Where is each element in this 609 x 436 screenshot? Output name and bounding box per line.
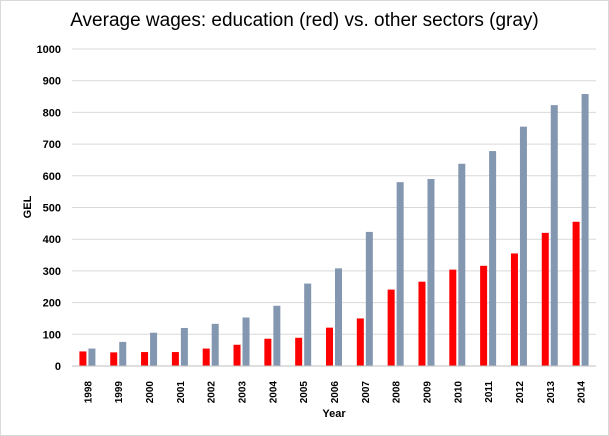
y-tick-label: 100 (43, 329, 61, 341)
y-tick-label: 900 (43, 76, 61, 88)
education-bar (387, 289, 395, 366)
other-sectors-bar (427, 178, 435, 366)
other-sectors-bar (119, 341, 127, 366)
education-bar (264, 338, 272, 366)
other-sectors-bar (458, 163, 466, 366)
x-tick-label: 2014 (577, 381, 588, 404)
y-tick-label: 300 (43, 266, 61, 278)
x-tick-label: 2011 (484, 381, 495, 403)
education-bar (510, 253, 518, 366)
chart-title: Average wages: education (red) vs. other… (70, 10, 539, 31)
y-tick-label: 700 (43, 139, 61, 151)
x-tick-label: 2003 (238, 381, 249, 404)
y-tick-label: 600 (43, 171, 61, 183)
other-sectors-bar (489, 151, 497, 366)
education-bar (326, 327, 333, 366)
other-sectors-bar (396, 182, 404, 366)
x-tick-label: 2000 (145, 381, 156, 404)
x-tick-label: 2013 (546, 381, 557, 404)
other-sectors-bar (550, 105, 558, 366)
x-tick-labels: 1998 1999 2000 2001 2002 2003 2004 2005 2006 2007… (83, 381, 587, 404)
x-tick-label: 2005 (299, 381, 310, 404)
y-tick-label: 1000 (37, 44, 61, 56)
x-tick-label: 2010 (453, 381, 464, 404)
education-bar (480, 265, 488, 366)
education-bar (202, 348, 210, 366)
other-sectors-bar (335, 268, 342, 366)
x-tick-label: 2004 (268, 381, 279, 404)
y-tick-label: 0 (55, 361, 61, 373)
x-tick-label: 2007 (361, 381, 372, 404)
x-axis-label: Year (322, 408, 346, 420)
education-bar (572, 221, 580, 366)
gridlines (72, 48, 596, 335)
other-sectors-bar (519, 126, 527, 366)
other-sectors-bar (273, 305, 281, 366)
y-axis-label: GEL (22, 195, 34, 218)
x-tick-label: 1999 (114, 381, 125, 404)
other-sectors-bar (304, 283, 312, 366)
education-bar (110, 352, 118, 366)
education-bar (171, 352, 179, 366)
education-bar (295, 337, 303, 366)
education-bar (449, 269, 457, 366)
education-bar (356, 318, 364, 366)
other-sectors-bar (150, 332, 158, 366)
other-sectors-bar (211, 323, 219, 366)
education-bar (418, 281, 426, 366)
education-bar (233, 344, 241, 366)
other-sectors-bar (88, 348, 96, 366)
x-tick-label: 1998 (83, 381, 94, 404)
education-bar (141, 352, 149, 366)
other-sectors-bar (365, 231, 373, 366)
x-tick-label: 2001 (176, 381, 187, 404)
education-bar (541, 232, 549, 366)
x-tick-label: 2008 (392, 381, 403, 404)
y-tick-label: 400 (43, 234, 61, 246)
other-sectors-bar (180, 327, 188, 366)
bars (79, 94, 589, 366)
other-sectors-bar (581, 94, 589, 366)
other-sectors-bar (242, 317, 250, 366)
y-tick-labels: 0 100 200 300 400 500 600 700 800 900 1000 (37, 44, 61, 373)
x-tick-label: 2002 (207, 381, 218, 404)
education-bar (79, 351, 87, 366)
y-tick-label: 200 (43, 298, 61, 310)
y-tick-label: 800 (43, 107, 61, 119)
x-tick-label: 2012 (515, 381, 526, 404)
y-tick-label: 500 (43, 203, 61, 215)
x-tick-label: 2006 (330, 381, 341, 404)
x-tick-label: 2009 (422, 381, 433, 404)
